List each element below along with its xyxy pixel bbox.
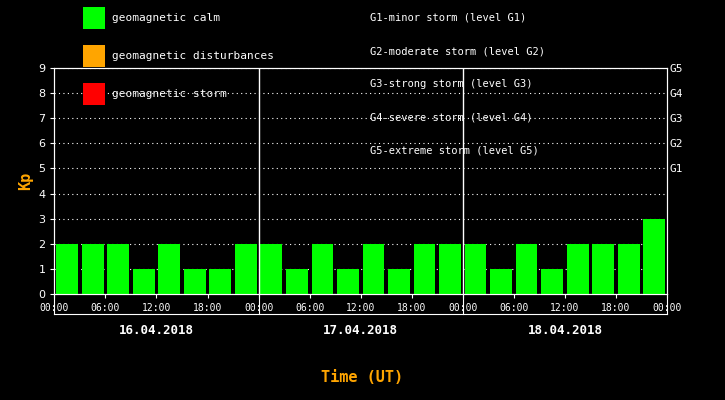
Bar <box>490 269 512 294</box>
Bar <box>439 244 461 294</box>
Bar <box>82 244 104 294</box>
Bar <box>515 244 537 294</box>
Text: geomagnetic storm: geomagnetic storm <box>112 89 227 99</box>
Text: 18.04.2018: 18.04.2018 <box>527 324 602 336</box>
Y-axis label: Kp: Kp <box>17 172 33 190</box>
Text: G5-extreme storm (level G5): G5-extreme storm (level G5) <box>370 146 539 156</box>
Bar <box>388 269 410 294</box>
Bar <box>158 244 180 294</box>
Bar <box>57 244 78 294</box>
Text: 16.04.2018: 16.04.2018 <box>119 324 194 336</box>
Bar <box>235 244 257 294</box>
Text: G4-severe storm (level G4): G4-severe storm (level G4) <box>370 113 532 122</box>
Bar <box>210 269 231 294</box>
Bar <box>286 269 307 294</box>
Bar <box>184 269 206 294</box>
Bar <box>592 244 614 294</box>
Bar <box>260 244 282 294</box>
Bar <box>414 244 435 294</box>
Bar <box>643 219 665 294</box>
Bar <box>133 269 154 294</box>
Bar <box>312 244 334 294</box>
Bar <box>618 244 639 294</box>
Text: geomagnetic calm: geomagnetic calm <box>112 13 220 23</box>
Bar <box>337 269 359 294</box>
Bar <box>567 244 589 294</box>
Text: G3-strong storm (level G3): G3-strong storm (level G3) <box>370 80 532 90</box>
Text: Time (UT): Time (UT) <box>321 370 404 386</box>
Bar <box>465 244 486 294</box>
Text: geomagnetic disturbances: geomagnetic disturbances <box>112 51 274 61</box>
Bar <box>542 269 563 294</box>
Text: 17.04.2018: 17.04.2018 <box>323 324 398 336</box>
Text: G2-moderate storm (level G2): G2-moderate storm (level G2) <box>370 46 544 56</box>
Text: G1-minor storm (level G1): G1-minor storm (level G1) <box>370 13 526 23</box>
Bar <box>362 244 384 294</box>
Bar <box>107 244 129 294</box>
